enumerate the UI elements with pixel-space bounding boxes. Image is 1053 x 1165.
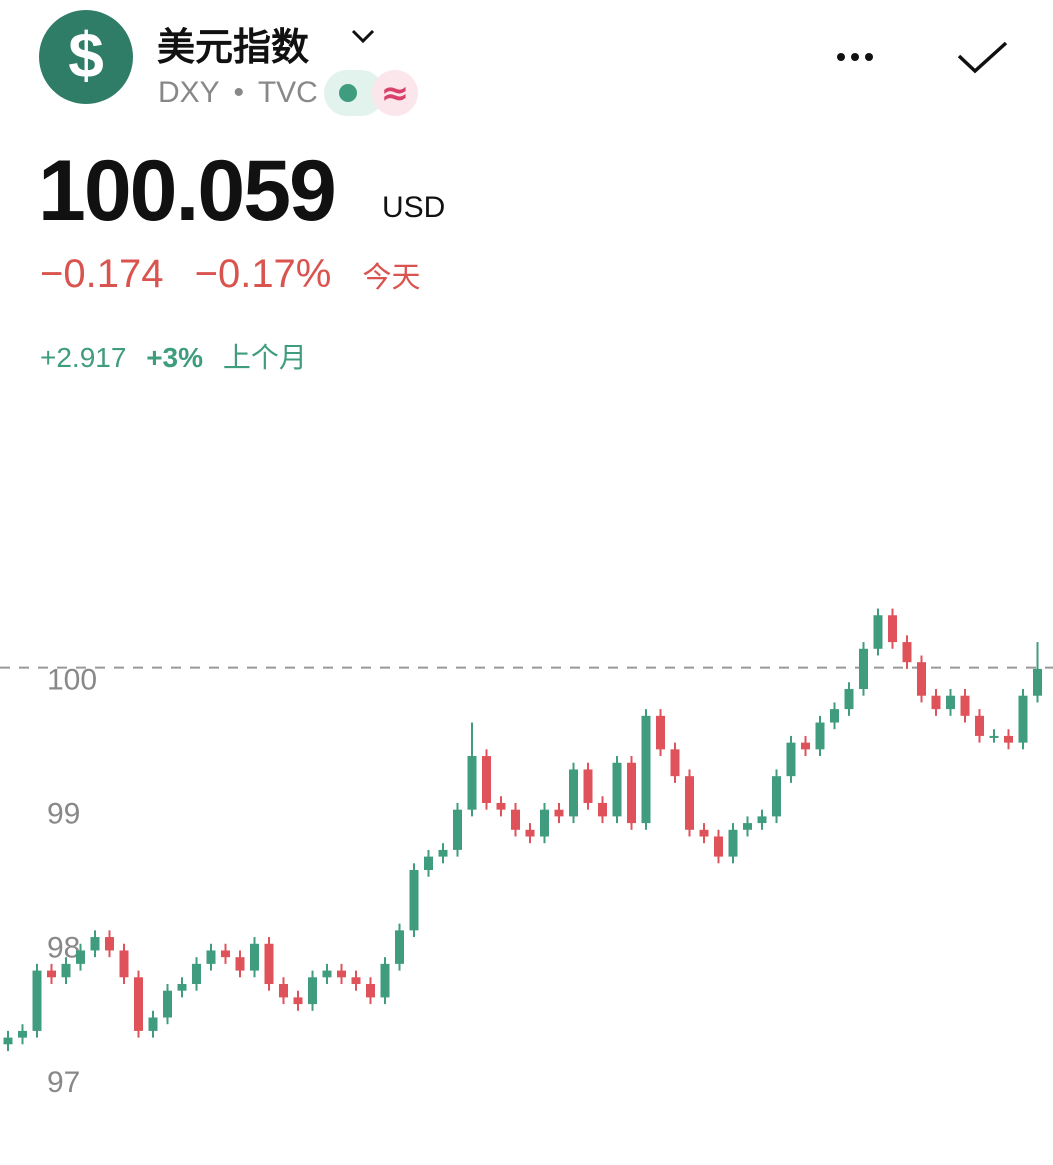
candle-body (757, 816, 767, 824)
candle-body (743, 823, 752, 830)
candle-body (221, 950, 230, 958)
watchlist-check[interactable] (955, 38, 1011, 78)
candle-body (554, 809, 564, 817)
candle-body (322, 970, 332, 978)
candle-body (844, 689, 854, 710)
candle-body (975, 715, 984, 736)
price: 100.059 (38, 143, 337, 239)
svg-text:≈: ≈ (381, 74, 410, 114)
candle-body (337, 970, 346, 978)
candle-body (627, 762, 636, 824)
y-tick-label: 100 (47, 664, 97, 697)
y-tick-label: 99 (47, 798, 80, 831)
candle-body (873, 615, 883, 649)
candle-body (931, 695, 941, 710)
candle-body (76, 950, 85, 964)
candle-body (670, 749, 680, 777)
candle-body (482, 756, 491, 803)
candle-body (409, 870, 419, 931)
candle-body (192, 963, 201, 984)
svg-text:$: $ (68, 19, 104, 91)
month-change-percent: +3% (146, 342, 204, 373)
candle-body (1018, 695, 1028, 743)
symbol: DXY (158, 76, 220, 109)
month-change: +2.917 (40, 342, 127, 373)
candle-body (134, 977, 143, 1031)
candle-body (583, 769, 593, 803)
candle-body (18, 1030, 27, 1038)
candle-body (815, 722, 825, 750)
candle-body (279, 983, 288, 998)
candle-body (438, 849, 448, 857)
candle-body (641, 715, 651, 824)
candle-body (351, 977, 361, 984)
candle-body (148, 1017, 158, 1031)
symbol-logo: $ (39, 10, 133, 104)
candle-body (772, 776, 781, 817)
change-period: 今天 (362, 262, 421, 294)
candle-body (119, 950, 129, 978)
candle-body (235, 957, 245, 971)
candle-body (656, 715, 665, 750)
candle-body (960, 695, 970, 716)
candle-body (714, 836, 723, 857)
candle-body (699, 829, 709, 837)
y-tick-label: 98 (47, 932, 80, 965)
change-percent: −0.17% (194, 252, 332, 296)
candle-body (395, 930, 404, 964)
candle-body (467, 756, 477, 810)
candle-body (946, 695, 955, 710)
candle-body (380, 963, 390, 998)
month-period: 上个月 (222, 342, 307, 373)
symbol-line: DXY • TVC (158, 76, 318, 109)
candle-body (61, 963, 71, 978)
candle-body (540, 809, 549, 837)
change: −0.174 (40, 252, 164, 296)
candle-body (525, 829, 535, 837)
candle-body (293, 997, 303, 1005)
change-row: −0.174 −0.17% 今天 (40, 252, 421, 297)
candle-body (598, 802, 607, 817)
candle-body (728, 829, 738, 857)
candle-body (888, 615, 897, 643)
exchange: TVC (257, 76, 318, 109)
candle-body (496, 802, 506, 810)
candle-body (32, 970, 42, 1031)
candle-body (366, 983, 375, 998)
candle-body (685, 776, 694, 830)
candle-body (1033, 668, 1042, 696)
candle-body (453, 809, 462, 850)
candle-body (902, 642, 912, 663)
candle-body (830, 709, 839, 723)
candle-body (511, 809, 520, 830)
candle-body (90, 937, 100, 951)
candle-body (264, 943, 274, 984)
candle-body (250, 943, 259, 971)
candle-body (163, 990, 172, 1018)
candle-body (47, 970, 56, 978)
month-row: +2.917 +3% 上个月 (40, 336, 307, 376)
candle-body (1004, 735, 1013, 743)
more-button[interactable] (832, 40, 882, 74)
candle-body (3, 1037, 13, 1045)
candle-body (612, 762, 622, 817)
candle-body (917, 662, 926, 696)
candle-body (569, 769, 578, 817)
candle-body (105, 937, 114, 951)
y-tick-label: 97 (47, 1066, 80, 1099)
candle-body (308, 977, 317, 1005)
candle-body (989, 735, 999, 738)
candle-body (859, 648, 868, 690)
status-pills: ≈ (324, 70, 418, 116)
candle-body (786, 742, 796, 777)
candle-body (424, 856, 433, 871)
dropdown-chevron[interactable] (350, 26, 376, 46)
candle-body (206, 950, 216, 964)
candle-body (177, 983, 187, 991)
symbol-title[interactable]: 美元指数 (157, 27, 310, 69)
candle-body (801, 742, 810, 750)
currency: USD (382, 191, 446, 224)
